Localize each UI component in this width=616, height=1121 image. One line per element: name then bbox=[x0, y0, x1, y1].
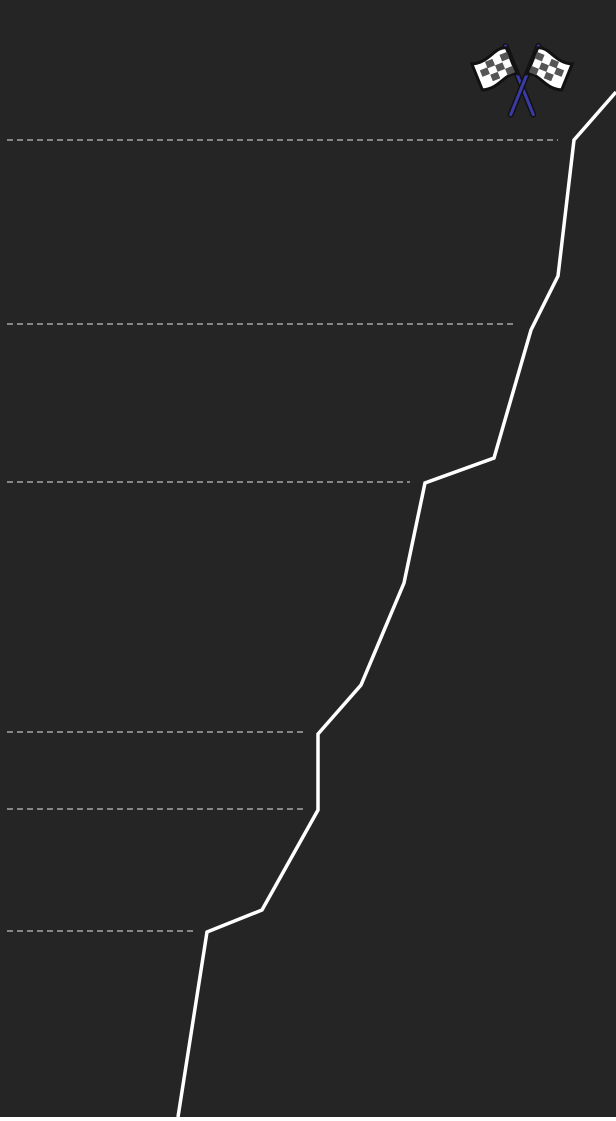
checkered-flags-icon bbox=[469, 42, 575, 118]
route-line bbox=[176, 90, 616, 1117]
checkpoint-guides bbox=[7, 139, 558, 932]
